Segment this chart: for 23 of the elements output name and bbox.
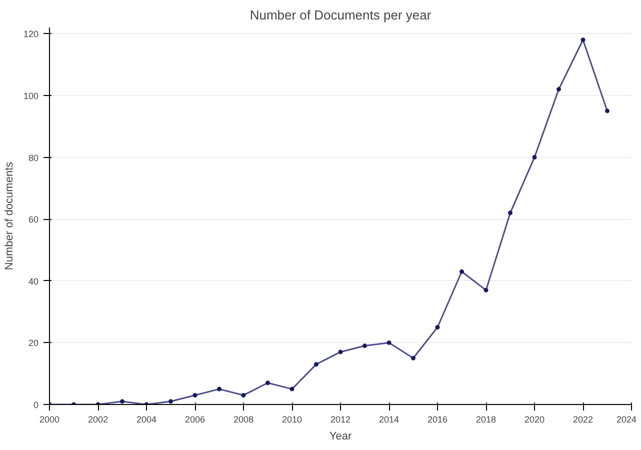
y-tick-label: 60 <box>28 214 39 225</box>
x-tick-label: 2012 <box>330 414 351 424</box>
x-tick-label: 2016 <box>427 414 448 424</box>
y-tick-label: 80 <box>28 152 39 163</box>
y-tick-label: 120 <box>23 29 39 40</box>
x-tick-label: 2010 <box>282 414 302 424</box>
x-tick-label: 2008 <box>233 414 254 424</box>
x-tick-label: 2002 <box>88 414 108 424</box>
x-tick-label: 2004 <box>136 414 157 424</box>
x-tick-label: 2022 <box>572 414 594 424</box>
chart-title: Number of Documents per year <box>250 8 432 22</box>
y-tick-label: 0 <box>33 400 39 410</box>
x-tick-label: 2014 <box>378 414 400 424</box>
y-tick-label: 40 <box>28 276 39 286</box>
x-tick-label: 2024 <box>616 414 637 424</box>
x-tick-label: 2006 <box>184 414 206 424</box>
x-tick-label: 2000 <box>39 414 60 424</box>
x-axis-title: Year <box>329 430 352 442</box>
x-tick-label: 2020 <box>524 414 545 424</box>
x-tick-label: 2018 <box>476 414 496 424</box>
y-tick-label: 100 <box>23 90 39 101</box>
y-axis-title: Number of documents <box>3 161 16 270</box>
y-tick-label: 20 <box>28 338 39 348</box>
